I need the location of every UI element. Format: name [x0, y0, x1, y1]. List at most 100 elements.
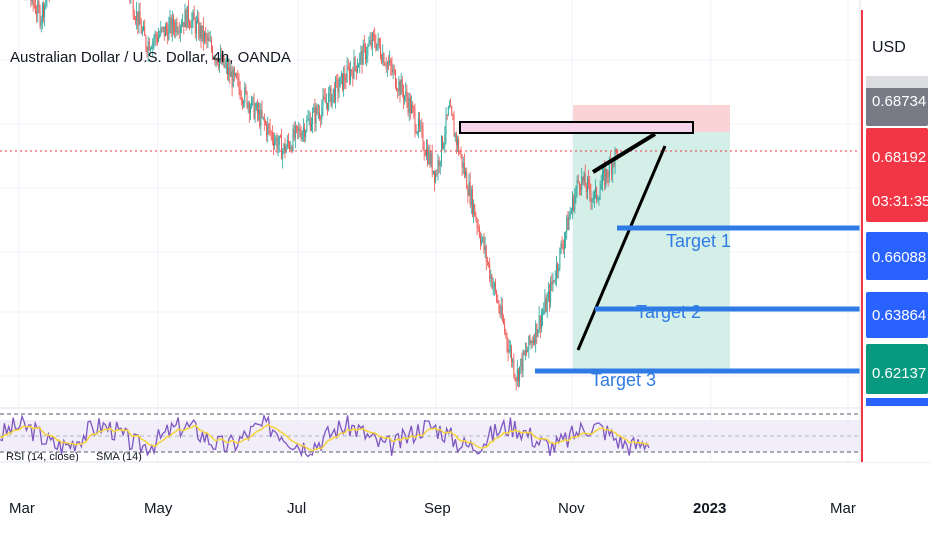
candle-body: [191, 19, 193, 28]
candle-body: [478, 227, 480, 237]
candle-body: [400, 79, 402, 95]
candle-body: [212, 49, 213, 58]
candle-body: [373, 33, 374, 36]
candle-body: [422, 128, 424, 148]
price-tag-target-1[interactable]: 0.66088: [866, 232, 928, 280]
candle-body: [381, 56, 383, 63]
candle-body: [566, 217, 568, 232]
candle-body: [498, 302, 500, 311]
candle-body: [580, 187, 581, 191]
candle-body: [176, 22, 178, 33]
candle-body: [237, 77, 239, 79]
candle-body: [532, 339, 534, 344]
price-tag-target-2[interactable]: 0.63864: [866, 292, 928, 338]
candle-body: [267, 124, 269, 136]
wedge-upper-trendline[interactable]: [591, 132, 657, 174]
candle-body: [300, 134, 302, 139]
candle-body: [334, 88, 335, 102]
candle-body: [453, 120, 455, 137]
candle-body: [311, 123, 312, 131]
wedge-lower-trendline[interactable]: [576, 145, 667, 351]
candle-body: [382, 53, 384, 63]
resistance-box[interactable]: [459, 121, 694, 134]
candle-body: [254, 109, 256, 119]
candle-body: [440, 136, 442, 162]
candle-body: [271, 132, 273, 140]
candle-body: [500, 305, 502, 315]
candle-body: [40, 19, 42, 26]
candle-body: [396, 87, 397, 91]
candle-body: [174, 27, 176, 33]
candle-body: [305, 130, 307, 138]
candle-body: [220, 54, 222, 60]
candle-body: [508, 349, 510, 353]
candle-body: [588, 178, 590, 182]
candle-body: [365, 45, 366, 60]
candle-body: [340, 73, 342, 77]
price-tag-current[interactable]: 0.68192 03:31:35: [866, 128, 930, 222]
candle-body: [583, 173, 585, 182]
candle-body: [213, 57, 215, 59]
candle-body: [512, 359, 514, 363]
candle-body: [179, 26, 181, 33]
candle-body: [415, 130, 417, 133]
candle-body: [273, 139, 274, 146]
candle-body: [466, 171, 468, 190]
candle-body: [405, 91, 407, 96]
candle-body: [601, 172, 603, 184]
candle-body: [293, 129, 295, 139]
price-tag-target-3[interactable]: 0.62137: [866, 344, 928, 394]
candle-body: [488, 262, 489, 265]
candle-body: [298, 128, 300, 131]
candle-body: [290, 147, 292, 149]
candle-body: [133, 15, 135, 19]
candle-body: [584, 173, 586, 188]
candle-body: [476, 219, 478, 227]
candle-body: [162, 26, 164, 29]
candle-body: [189, 21, 190, 26]
candle-body: [210, 40, 212, 50]
price-tag-stop[interactable]: 0.68734: [866, 76, 928, 126]
rsi-sma-line: [0, 423, 650, 452]
candle-body: [596, 187, 598, 200]
candle-body: [164, 26, 166, 37]
candle-body: [480, 236, 481, 244]
candlestick-series[interactable]: [9, 0, 618, 391]
candle-body: [140, 24, 142, 34]
candle-body: [230, 71, 232, 77]
candle-body: [38, 0, 40, 8]
candle-body: [217, 63, 219, 68]
candle-body: [409, 98, 411, 114]
candle-body: [426, 147, 427, 156]
candle-body: [316, 106, 318, 114]
time-tick-mar: Mar: [9, 500, 35, 517]
candle-body: [199, 25, 201, 38]
candle-body: [284, 143, 286, 153]
candle-body: [547, 290, 549, 299]
candle-body: [286, 139, 288, 148]
candle-body: [595, 187, 596, 192]
candle-body: [458, 139, 460, 154]
candle-body: [197, 18, 199, 22]
time-axis[interactable]: Mar May Jul Sep Nov 2023 Mar: [9, 500, 856, 517]
candle-body: [146, 48, 148, 53]
candle-body: [519, 366, 521, 382]
rsi-pane[interactable]: RSI (14, close) SMA (14): [0, 413, 860, 463]
candle-body: [41, 4, 43, 20]
candle-body: [269, 126, 271, 133]
candle-body: [444, 135, 446, 144]
candle-body: [575, 188, 577, 196]
time-tick-nov: Nov: [558, 500, 585, 517]
candle-body: [242, 99, 243, 104]
price-axis[interactable]: USD 0.68734 0.68192 03:31:35 0.66088 0.6…: [859, 0, 932, 462]
candle-body: [511, 348, 512, 363]
candle-body: [299, 128, 301, 135]
candle-body: [613, 163, 615, 166]
candle-body: [342, 73, 343, 90]
time-tick-may: May: [144, 500, 173, 517]
candle-body: [432, 170, 434, 173]
candle-body: [37, 0, 39, 15]
candle-body: [528, 335, 530, 351]
